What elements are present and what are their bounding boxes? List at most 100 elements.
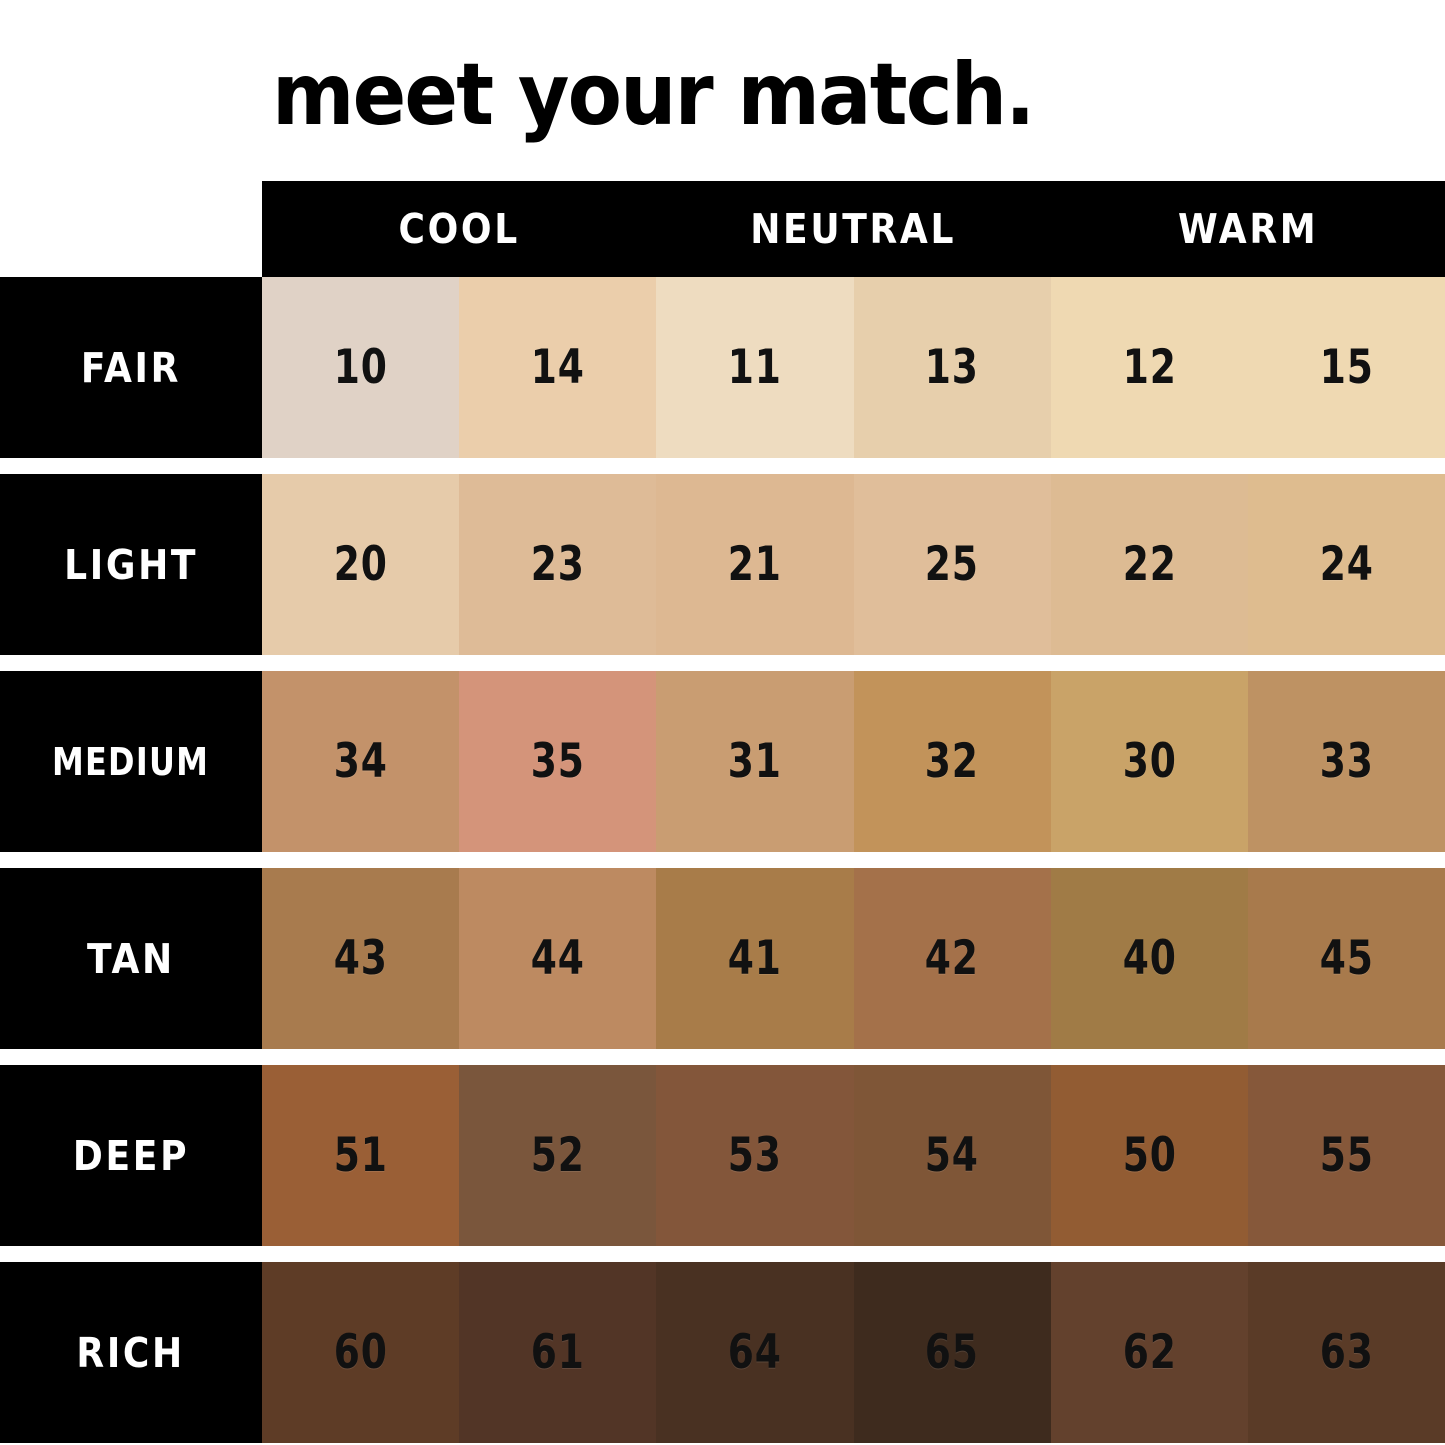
shade-swatch-15[interactable]: 15 — [1247, 277, 1445, 458]
row-label-rich: RICH — [0, 1262, 262, 1443]
shade-number: 25 — [925, 537, 980, 592]
shade-swatch-22[interactable]: 22 — [1050, 474, 1248, 655]
shade-swatch-11[interactable]: 11 — [656, 277, 854, 458]
shade-number: 43 — [333, 931, 388, 986]
swatch-group: 20 23 21 25 22 24 — [262, 474, 1445, 655]
row-label-text: MEDIUM — [52, 739, 210, 784]
shade-swatch-12[interactable]: 12 — [1050, 277, 1248, 458]
shade-swatch-34[interactable]: 34 — [262, 671, 460, 852]
shade-number: 41 — [727, 931, 782, 986]
shade-swatch-55[interactable]: 55 — [1247, 1065, 1445, 1246]
shade-number: 11 — [727, 340, 782, 395]
shade-swatch-31[interactable]: 31 — [656, 671, 854, 852]
shade-swatch-33[interactable]: 33 — [1247, 671, 1445, 852]
shade-swatch-45[interactable]: 45 — [1247, 868, 1445, 1049]
shade-swatch-23[interactable]: 23 — [459, 474, 657, 655]
shade-row-rich: RICH 60 61 64 65 62 63 — [0, 1262, 1445, 1443]
shade-number: 45 — [1319, 931, 1374, 986]
shade-number: 21 — [727, 537, 782, 592]
shade-number: 32 — [925, 734, 980, 789]
shade-number: 40 — [1122, 931, 1177, 986]
shade-swatch-64[interactable]: 64 — [656, 1262, 854, 1443]
shade-number: 14 — [530, 340, 585, 395]
shade-row-deep: DEEP 51 52 53 54 50 55 — [0, 1065, 1445, 1246]
shade-number: 52 — [530, 1128, 585, 1183]
row-label-text: TAN — [87, 934, 175, 983]
shade-swatch-63[interactable]: 63 — [1247, 1262, 1445, 1443]
shade-number: 31 — [727, 734, 782, 789]
shade-number: 24 — [1319, 537, 1374, 592]
row-label-light: LIGHT — [0, 474, 262, 655]
shade-number: 63 — [1319, 1325, 1374, 1380]
shade-swatch-14[interactable]: 14 — [459, 277, 657, 458]
shade-number: 51 — [333, 1128, 388, 1183]
shade-row-fair: FAIR 10 14 11 13 12 15 — [0, 277, 1445, 458]
shade-swatch-42[interactable]: 42 — [853, 868, 1051, 1049]
shade-swatch-60[interactable]: 60 — [262, 1262, 460, 1443]
shade-swatch-40[interactable]: 40 — [1050, 868, 1248, 1049]
swatch-group: 43 44 41 42 40 45 — [262, 868, 1445, 1049]
shade-swatch-65[interactable]: 65 — [853, 1262, 1051, 1443]
swatch-group: 60 61 64 65 62 63 — [262, 1262, 1445, 1443]
shade-number: 22 — [1122, 537, 1177, 592]
shade-number: 35 — [530, 734, 585, 789]
shade-swatch-13[interactable]: 13 — [853, 277, 1051, 458]
row-label-text: DEEP — [72, 1131, 190, 1180]
shade-swatch-44[interactable]: 44 — [459, 868, 657, 1049]
column-header-cool: COOL — [398, 205, 520, 253]
shade-swatch-43[interactable]: 43 — [262, 868, 460, 1049]
row-label-text: LIGHT — [63, 540, 199, 589]
shade-number: 12 — [1122, 340, 1177, 395]
shade-swatch-52[interactable]: 52 — [459, 1065, 657, 1246]
shade-swatch-25[interactable]: 25 — [853, 474, 1051, 655]
shade-swatch-21[interactable]: 21 — [656, 474, 854, 655]
shade-number: 20 — [333, 537, 388, 592]
shade-row-medium: MEDIUM 34 35 31 32 30 33 — [0, 671, 1445, 852]
shade-number: 30 — [1122, 734, 1177, 789]
shade-swatch-61[interactable]: 61 — [459, 1262, 657, 1443]
shade-number: 64 — [727, 1325, 782, 1380]
shade-number: 62 — [1122, 1325, 1177, 1380]
column-header-neutral: NEUTRAL — [750, 205, 957, 253]
shade-swatch-41[interactable]: 41 — [656, 868, 854, 1049]
shade-swatch-35[interactable]: 35 — [459, 671, 657, 852]
shade-swatch-24[interactable]: 24 — [1247, 474, 1445, 655]
shade-number: 15 — [1319, 340, 1374, 395]
row-label-fair: FAIR — [0, 277, 262, 458]
shade-swatch-50[interactable]: 50 — [1050, 1065, 1248, 1246]
shade-number: 55 — [1319, 1128, 1374, 1183]
row-label-text: RICH — [76, 1328, 186, 1377]
shade-swatch-54[interactable]: 54 — [853, 1065, 1051, 1246]
page-title: meet your match. — [272, 45, 1035, 145]
row-label-deep: DEEP — [0, 1065, 262, 1246]
shade-swatch-51[interactable]: 51 — [262, 1065, 460, 1246]
shade-number: 44 — [530, 931, 585, 986]
shade-row-tan: TAN 43 44 41 42 40 45 — [0, 868, 1445, 1049]
column-header-warm: WARM — [1177, 205, 1318, 253]
undertone-header-row: COOL NEUTRAL WARM — [262, 181, 1445, 277]
shade-number: 65 — [925, 1325, 980, 1380]
title-bar: meet your match. — [0, 0, 1445, 181]
shade-number: 13 — [925, 340, 980, 395]
shade-swatch-32[interactable]: 32 — [853, 671, 1051, 852]
shade-swatch-30[interactable]: 30 — [1050, 671, 1248, 852]
shade-number: 54 — [925, 1128, 980, 1183]
shade-grid: FAIR 10 14 11 13 12 15 LIGHT 20 23 21 25 22 24 MEDIUM 3… — [0, 277, 1445, 1443]
shade-number: 60 — [333, 1325, 388, 1380]
shade-swatch-20[interactable]: 20 — [262, 474, 460, 655]
shade-number: 42 — [925, 931, 980, 986]
shade-number: 61 — [530, 1325, 585, 1380]
row-label-medium: MEDIUM — [0, 671, 262, 852]
swatch-group: 10 14 11 13 12 15 — [262, 277, 1445, 458]
shade-swatch-62[interactable]: 62 — [1050, 1262, 1248, 1443]
swatch-group: 34 35 31 32 30 33 — [262, 671, 1445, 852]
row-label-text: FAIR — [80, 343, 182, 392]
shade-row-light: LIGHT 20 23 21 25 22 24 — [0, 474, 1445, 655]
shade-swatch-10[interactable]: 10 — [262, 277, 460, 458]
shade-number: 50 — [1122, 1128, 1177, 1183]
shade-number: 34 — [333, 734, 388, 789]
shade-swatch-53[interactable]: 53 — [656, 1065, 854, 1246]
shade-number: 53 — [727, 1128, 782, 1183]
shade-number: 10 — [333, 340, 388, 395]
